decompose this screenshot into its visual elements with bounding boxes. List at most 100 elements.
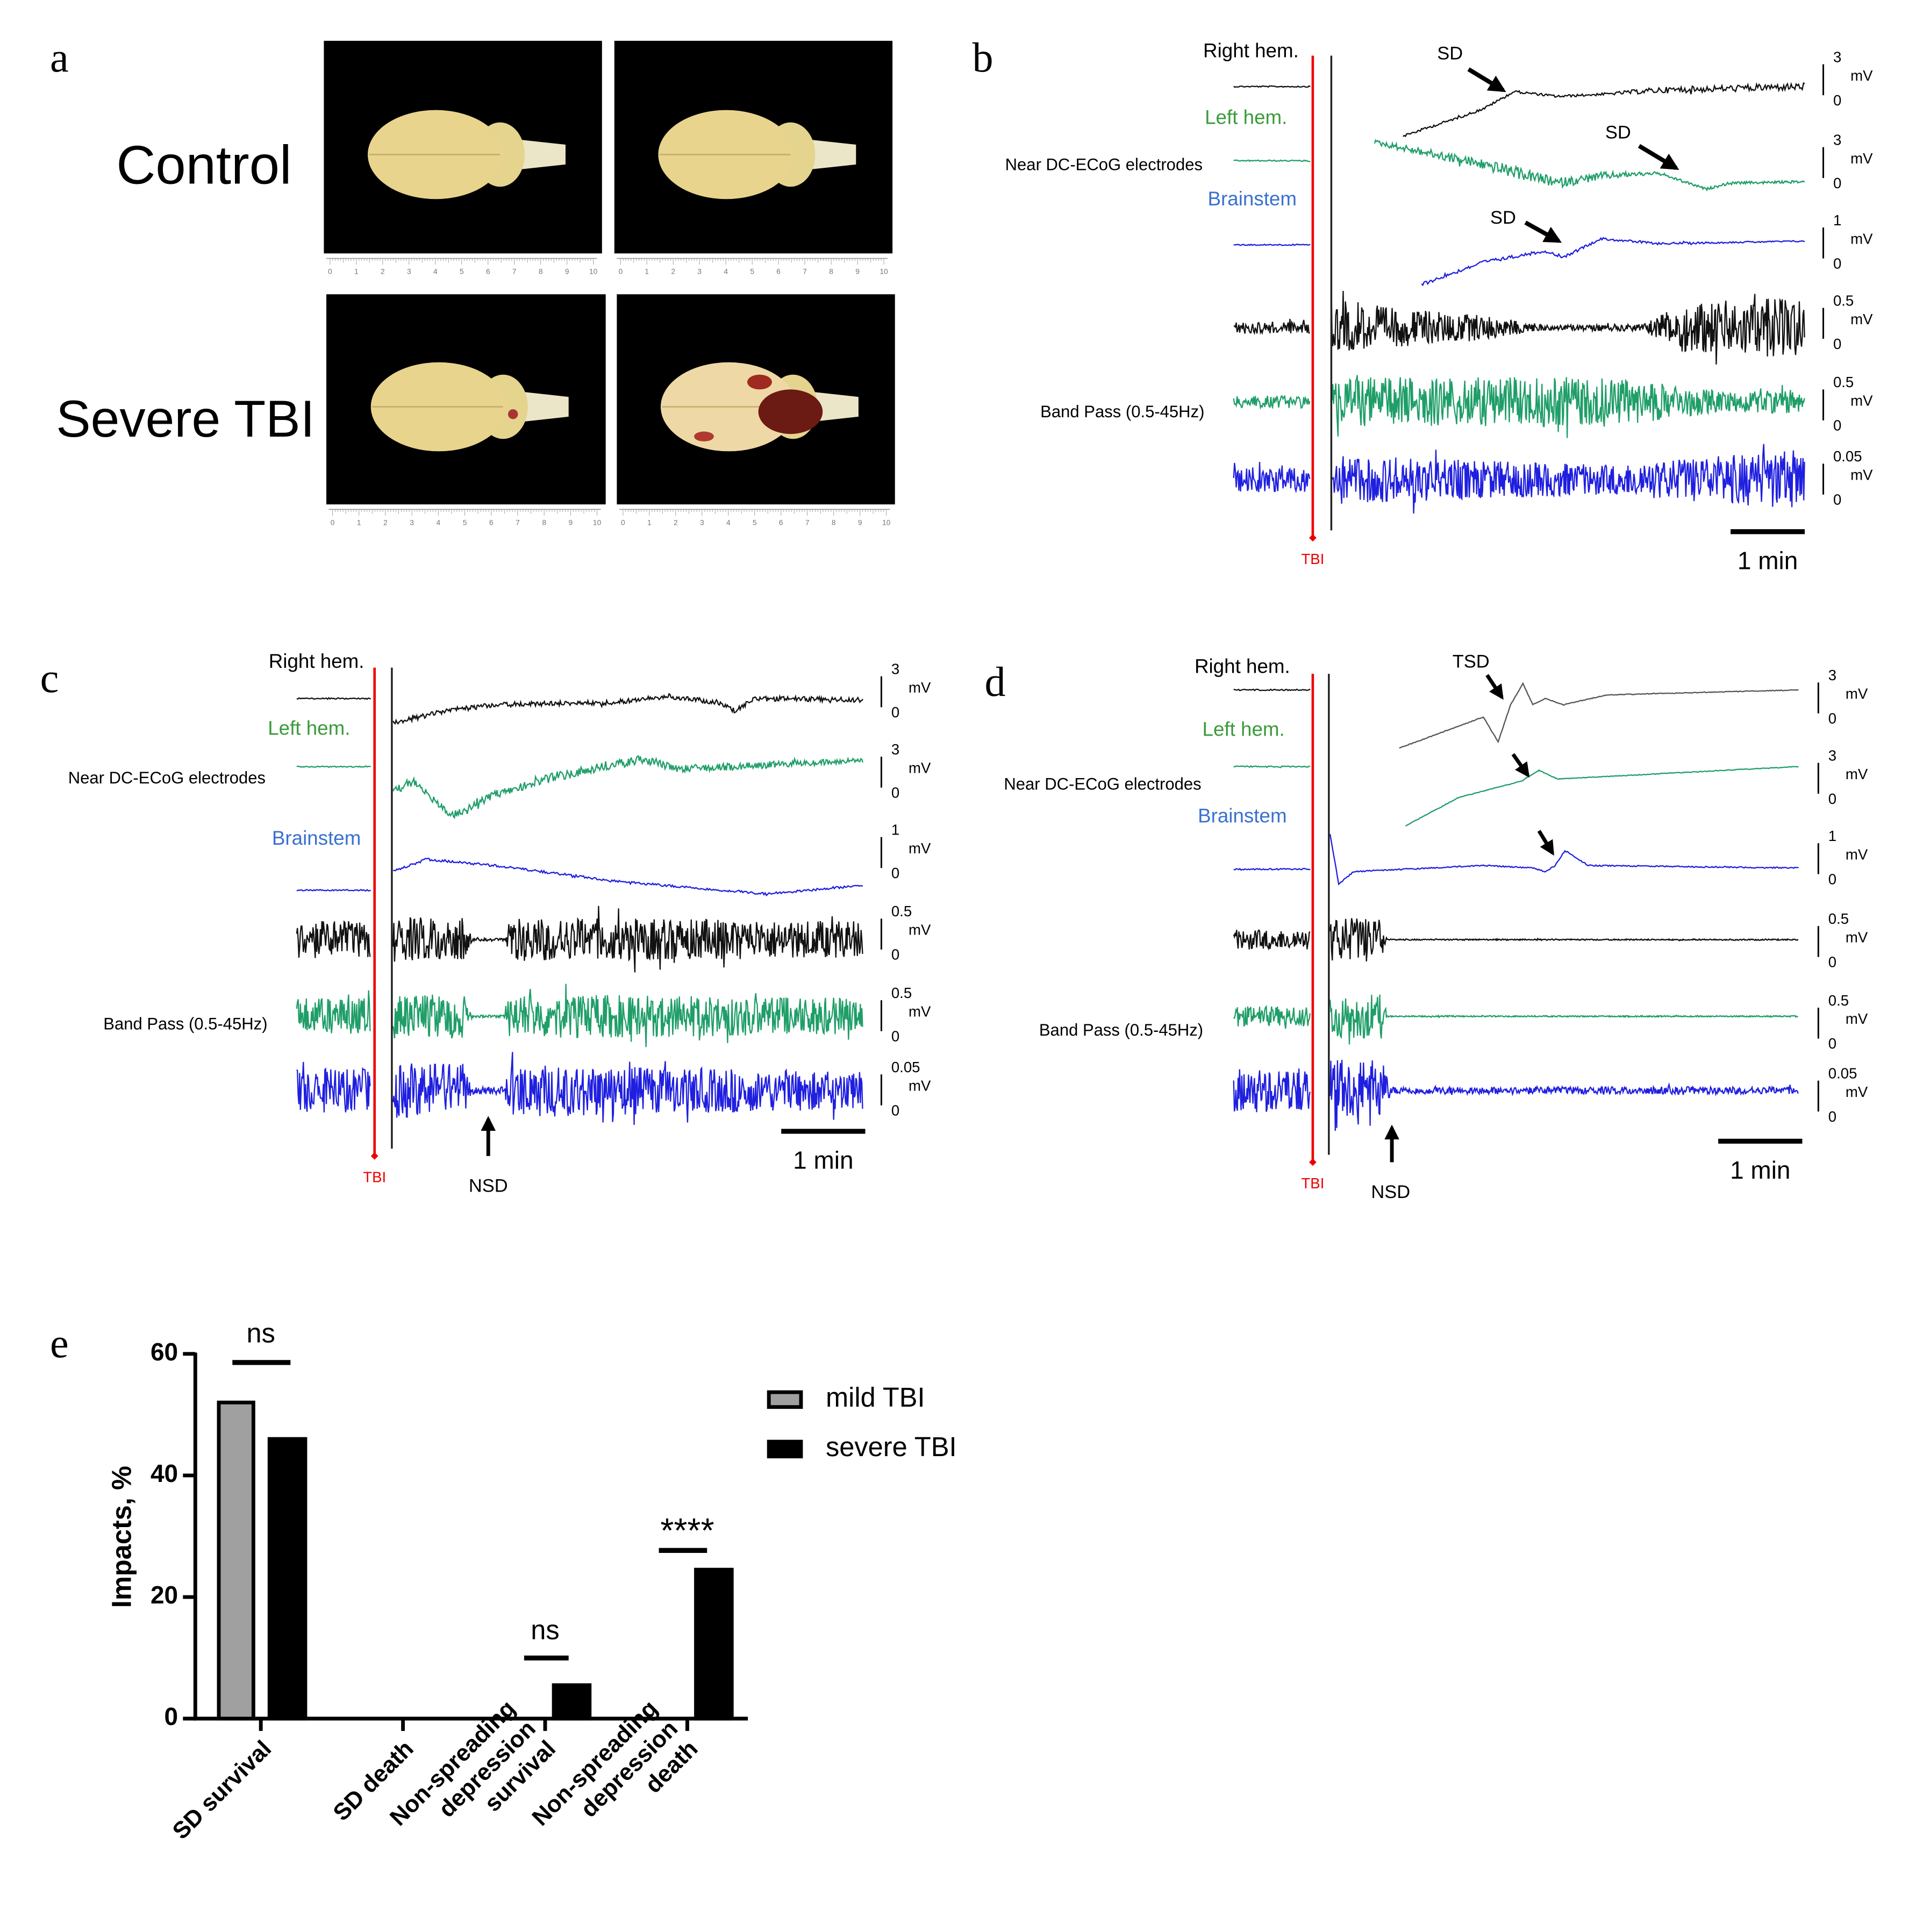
- label: mV: [1846, 1083, 1868, 1100]
- y-tick-label: 0: [165, 1702, 178, 1730]
- label: mV: [1850, 311, 1873, 327]
- label: Left hem.: [1205, 106, 1287, 128]
- label: mV: [1846, 766, 1868, 782]
- label: 0: [331, 518, 335, 526]
- label: 0.05: [891, 1059, 920, 1075]
- event-arrow: [1467, 67, 1506, 92]
- label: mV: [1846, 929, 1868, 946]
- label: 2: [674, 518, 678, 526]
- label: 0: [1828, 953, 1836, 970]
- label: 8: [539, 268, 543, 276]
- label: TBI: [363, 1169, 386, 1186]
- bar: [217, 1400, 255, 1721]
- label: 3: [697, 268, 702, 276]
- label: 7: [805, 518, 810, 526]
- y-tick-label: 20: [151, 1581, 178, 1609]
- label: 10: [880, 268, 888, 276]
- label: 0: [1833, 491, 1841, 508]
- label: 2: [383, 518, 388, 526]
- trace: [296, 990, 371, 1034]
- label: Brainstem: [272, 827, 361, 849]
- label: 3: [700, 518, 704, 526]
- trace: [296, 697, 371, 700]
- label: 1: [354, 268, 359, 276]
- trace: [392, 693, 863, 725]
- label: e: [50, 1320, 69, 1366]
- label: 8: [832, 518, 836, 526]
- bar: [552, 1683, 592, 1721]
- trace: [1421, 237, 1805, 287]
- label: c: [40, 654, 59, 701]
- annotation: ****: [660, 1511, 714, 1550]
- trace: [1233, 85, 1311, 88]
- label: 4: [433, 268, 438, 276]
- label: Band Pass (0.5-45Hz): [1040, 402, 1204, 421]
- label: 3: [407, 268, 411, 276]
- trace: [1399, 682, 1799, 749]
- label: Near DC-ECoG electrodes: [68, 768, 266, 787]
- label: mV: [1850, 393, 1873, 409]
- trace: [296, 889, 371, 892]
- event-arrow: [1524, 220, 1562, 243]
- event-arrow: [1511, 753, 1530, 778]
- label: 0.5: [891, 985, 912, 1001]
- event-arrow: [1537, 830, 1554, 856]
- label: 0: [621, 518, 625, 526]
- trace: [392, 983, 863, 1047]
- label: 6: [489, 518, 494, 526]
- label: TSD: [1453, 652, 1490, 672]
- label: 1 min: [793, 1146, 853, 1174]
- label: 3: [1828, 747, 1836, 764]
- label: 7: [516, 518, 520, 526]
- trace: [1233, 688, 1311, 691]
- label: 0: [1828, 871, 1836, 887]
- label: mV: [909, 1003, 931, 1020]
- label: 0: [1833, 336, 1841, 352]
- trace: [1233, 318, 1310, 336]
- event-arrow: [1485, 674, 1504, 700]
- ruler: [326, 504, 606, 530]
- label: Right hem.: [269, 650, 364, 672]
- trace: [1233, 765, 1311, 768]
- brain: [368, 110, 566, 199]
- label: NSD: [469, 1176, 508, 1196]
- label: NSD: [1371, 1182, 1410, 1202]
- label: 8: [829, 268, 833, 276]
- label: 0: [891, 784, 899, 801]
- label: Brainstem: [1207, 188, 1297, 210]
- label: Control: [116, 135, 291, 196]
- label: mV: [909, 1077, 931, 1094]
- label: Severe TBI: [56, 390, 314, 448]
- trace: [296, 920, 371, 958]
- label: 4: [724, 268, 728, 276]
- trace: [1233, 1005, 1311, 1029]
- trace: [392, 1052, 863, 1125]
- label: 9: [565, 268, 569, 276]
- label: SD: [1490, 208, 1516, 228]
- label: 6: [776, 268, 781, 276]
- label: 3: [891, 741, 899, 758]
- label: Left hem.: [1203, 718, 1285, 740]
- label: Band Pass (0.5-45Hz): [1039, 1021, 1203, 1039]
- label: 0: [891, 946, 899, 963]
- label: SD: [1605, 122, 1631, 142]
- label: 1 min: [1738, 546, 1798, 574]
- label: mV: [1846, 686, 1868, 702]
- y-tick-label: 40: [151, 1459, 178, 1487]
- label: 3: [891, 661, 899, 678]
- label: mV: [909, 840, 931, 857]
- x-tick-label: SD survival: [167, 1735, 276, 1844]
- label: 0.5: [1828, 992, 1849, 1009]
- label: 3: [410, 518, 414, 526]
- label: Left hem.: [268, 717, 350, 739]
- trace: [1233, 159, 1311, 162]
- trace: [296, 765, 371, 768]
- trace: [392, 755, 864, 819]
- trace: [1331, 288, 1805, 365]
- label: 9: [855, 268, 860, 276]
- trace: [1331, 444, 1805, 514]
- label: Right hem.: [1195, 655, 1290, 677]
- label: 0: [891, 1102, 899, 1118]
- label: 5: [463, 518, 467, 526]
